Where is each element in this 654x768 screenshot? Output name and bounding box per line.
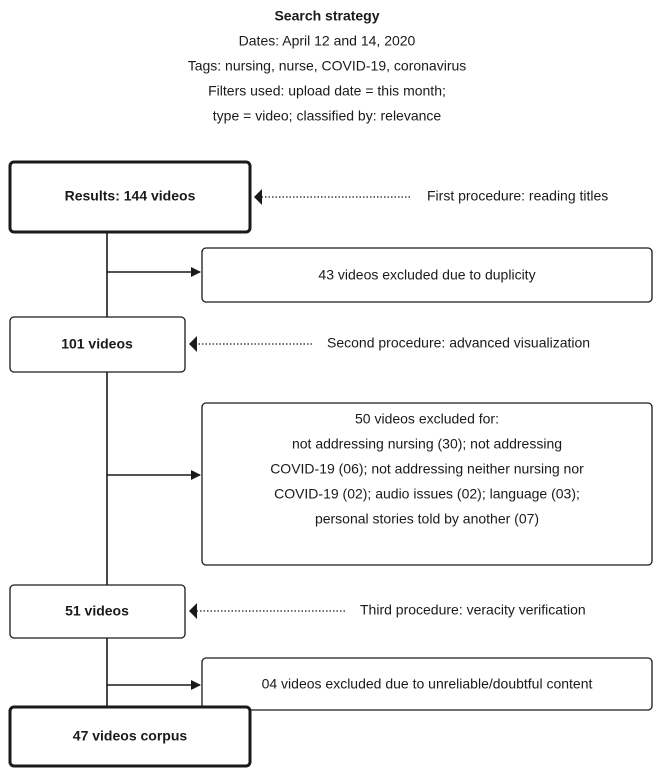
box (201, 657, 653, 711)
box-label: 47 videos corpus (73, 728, 188, 744)
box (9, 316, 186, 373)
box-line: not addressing nursing (30); not address… (292, 436, 562, 452)
arrowhead (254, 189, 262, 205)
box-line: personal stories told by another (07) (315, 511, 539, 527)
box (201, 402, 653, 566)
box (201, 247, 653, 303)
arrowhead (189, 336, 197, 352)
box-line: COVID-19 (02); audio issues (02); langua… (274, 486, 580, 502)
box-line: COVID-19 (06); not addressing neither nu… (270, 461, 584, 477)
header-line: Tags: nursing, nurse, COVID-19, coronavi… (188, 58, 467, 74)
box-label: 51 videos (65, 603, 129, 619)
box-label: 43 videos excluded due to duplicity (318, 267, 535, 283)
note: Third procedure: veracity verification (360, 602, 586, 618)
box (8, 705, 252, 768)
arrowhead (189, 603, 197, 619)
header-line: type = video; classified by: relevance (213, 108, 442, 124)
title: Search strategy (274, 8, 379, 24)
note: Second procedure: advanced visualization (327, 335, 590, 351)
box-label: 04 videos excluded due to unreliable/dou… (262, 676, 593, 692)
box-line: 50 videos excluded for: (355, 411, 499, 427)
box-label: 101 videos (61, 336, 133, 352)
header-line: Dates: April 12 and 14, 2020 (239, 33, 416, 49)
header-line: Filters used: upload date = this month; (208, 83, 446, 99)
box-label: Results: 144 videos (65, 188, 196, 204)
box (9, 584, 186, 639)
note: First procedure: reading titles (427, 188, 608, 204)
box (8, 160, 252, 234)
